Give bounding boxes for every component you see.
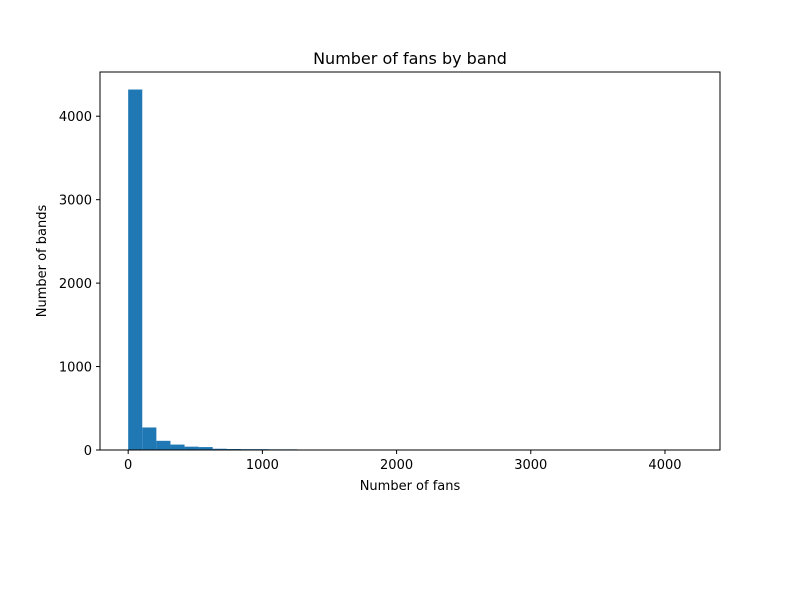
x-tick-label: 1000 xyxy=(246,458,279,473)
histogram-bar xyxy=(212,448,227,450)
x-tick-label: 2000 xyxy=(380,458,413,473)
histogram-bar xyxy=(128,89,143,450)
x-axis-label: Number of fans xyxy=(360,479,461,494)
x-axis-ticks: 0 1000 2000 3000 4000 xyxy=(124,450,682,473)
x-tick-label: 3000 xyxy=(514,458,547,473)
histogram-bar xyxy=(142,427,157,450)
y-axis-ticks: 0 1000 2000 3000 4000 xyxy=(59,110,100,459)
histogram-bar xyxy=(226,448,241,450)
x-tick-label: 0 xyxy=(124,458,132,473)
histogram-bar xyxy=(198,447,213,450)
plot-frame xyxy=(99,71,721,451)
y-tick-label: 1000 xyxy=(59,361,92,376)
bars-group xyxy=(128,89,692,451)
y-tick-label: 0 xyxy=(84,444,92,459)
chart-title: Number of fans by band xyxy=(313,49,507,68)
y-axis-label: Number of bands xyxy=(35,205,50,318)
histogram-bar xyxy=(170,444,185,450)
histogram-bar xyxy=(156,440,171,450)
y-tick-label: 4000 xyxy=(59,110,92,125)
x-tick-label: 4000 xyxy=(648,458,681,473)
histogram-bar xyxy=(184,446,199,450)
y-tick-label: 3000 xyxy=(59,194,92,209)
y-tick-label: 2000 xyxy=(59,277,92,292)
